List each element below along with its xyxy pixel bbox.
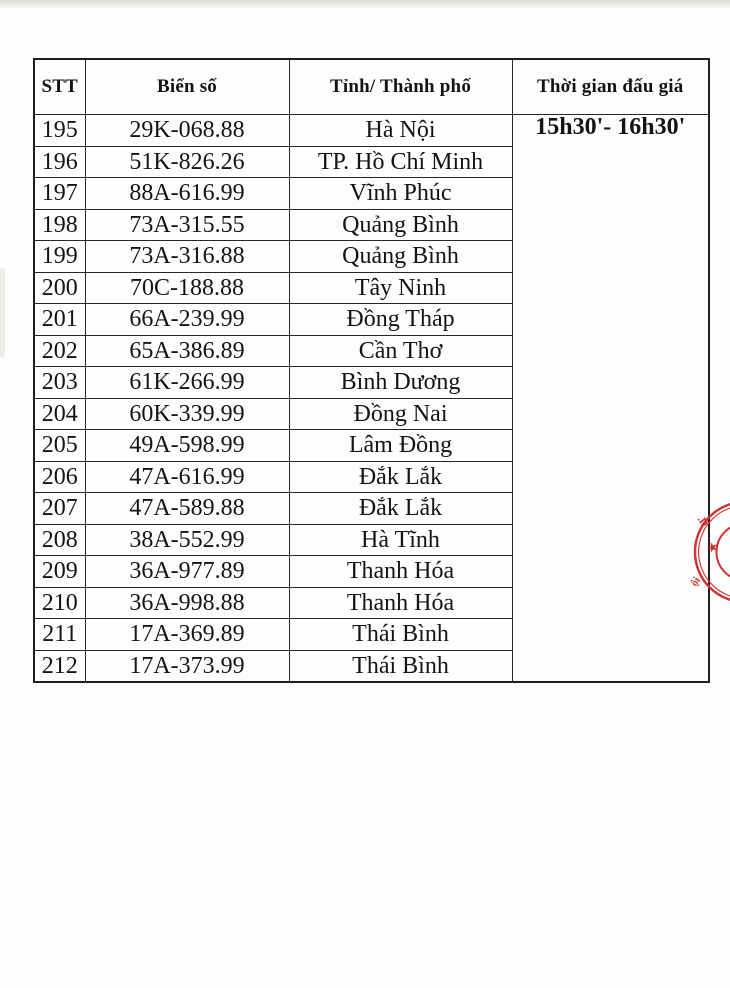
cell-plate-number: 17A-373.99 (84, 649, 290, 682)
cell-stt: 209 (33, 555, 86, 588)
cell-plate-number: 17A-369.89 (84, 618, 290, 651)
table-row: 208 38A-552.99 Hà Tĩnh (33, 523, 709, 556)
table-body: 195 29K-068.88 Hà Nội 15h30'- 16h30' 196… (33, 114, 710, 682)
cell-stt: 210 (33, 586, 86, 619)
table-row: 211 17A-369.89 Thái Bình (33, 618, 709, 651)
cell-auction-time: 15h30'- 16h30' (511, 114, 710, 682)
cell-province: Hà Tĩnh (288, 523, 513, 556)
scan-smudge (0, 268, 5, 358)
scan-edge-artifact (0, 0, 730, 9)
cell-plate-number: 51K-826.26 (84, 145, 290, 178)
cell-province: Đắk Lắk (288, 492, 513, 525)
table-header-row: STT Biển số Tỉnh/ Thành phố Thời gian đấ… (33, 58, 710, 115)
cell-province: Thái Bình (288, 618, 513, 651)
cell-stt: 200 (33, 271, 86, 304)
table-row: 206 47A-616.99 Đắk Lắk (33, 460, 709, 493)
table-row: 196 51K-826.26 TP. Hồ Chí Minh (33, 145, 709, 178)
table-row: 204 60K-339.99 Đồng Nai (33, 397, 709, 430)
cell-plate-number: 88A-616.99 (84, 177, 290, 210)
cell-province: Lâm Đồng (288, 429, 513, 462)
cell-plate-number: 47A-616.99 (84, 460, 290, 493)
cell-stt: 205 (33, 429, 86, 462)
table-row: 200 70C-188.88 Tây Ninh (33, 271, 709, 304)
cell-plate-number: 47A-589.88 (84, 492, 290, 525)
cell-stt: 208 (33, 523, 86, 556)
table-row: 202 65A-386.89 Cần Thơ (33, 334, 709, 367)
cell-stt: 206 (33, 460, 86, 493)
cell-province: Quảng Bình (288, 208, 513, 241)
table-row: 197 88A-616.99 Vĩnh Phúc (33, 177, 709, 210)
table-row: 210 36A-998.88 Thanh Hóa (33, 586, 709, 619)
table-row: 199 73A-316.88 Quảng Bình (33, 240, 709, 273)
cell-plate-number: 38A-552.99 (84, 523, 290, 556)
official-seal: .D ội (688, 503, 730, 601)
cell-stt: 211 (33, 618, 86, 651)
table-row: 201 66A-239.99 Đồng Tháp (33, 303, 709, 336)
header-plate-number: Biển số (84, 58, 290, 115)
cell-plate-number: 73A-316.88 (84, 240, 290, 273)
seal-text-top: .D (695, 513, 711, 529)
table-row: 195 29K-068.88 Hà Nội 15h30'- 16h30' (33, 114, 710, 682)
cell-stt: 203 (33, 366, 86, 399)
cell-province: Cần Thơ (288, 334, 513, 367)
cell-plate-number: 65A-386.89 (84, 334, 290, 367)
cell-province: Tây Ninh (288, 271, 513, 304)
cell-plate-number: 36A-977.89 (84, 555, 290, 588)
cell-stt: 212 (33, 649, 86, 682)
cell-plate-number: 61K-266.99 (84, 366, 290, 399)
cell-plate-number: 66A-239.99 (84, 303, 290, 336)
cell-province: Hà Nội (288, 114, 513, 147)
cell-plate-number: 60K-339.99 (84, 397, 290, 430)
header-province: Tỉnh/ Thành phố (288, 58, 513, 115)
cell-province: TP. Hồ Chí Minh (288, 145, 513, 178)
cell-province: Đồng Tháp (288, 303, 513, 336)
seal-inner-ring (715, 526, 730, 578)
table-row: 203 61K-266.99 Bình Dương (33, 366, 709, 399)
cell-stt: 199 (33, 240, 86, 273)
cell-plate-number: 70C-188.88 (84, 271, 290, 304)
seal-middle-ring (698, 507, 730, 597)
cell-plate-number: 73A-315.55 (84, 208, 290, 241)
cell-plate-number: 29K-068.88 (84, 114, 290, 147)
cell-stt: 202 (33, 334, 86, 367)
cell-province: Thanh Hóa (288, 555, 513, 588)
cell-province: Vĩnh Phúc (288, 177, 513, 210)
cell-plate-number: 36A-998.88 (84, 586, 290, 619)
auction-schedule-table: STT Biển số Tỉnh/ Thành phố Thời gian đấ… (33, 58, 710, 683)
cell-province: Quảng Bình (288, 240, 513, 273)
cell-stt: 196 (33, 145, 86, 178)
cell-province: Thái Bình (288, 649, 513, 682)
seal-star-icon (707, 542, 717, 553)
cell-stt: 197 (33, 177, 86, 210)
cell-stt: 201 (33, 303, 86, 336)
cell-province: Đắk Lắk (288, 460, 513, 493)
table-row: 212 17A-373.99 Thái Bình (33, 649, 709, 682)
table-row: 198 73A-315.55 Quảng Bình (33, 208, 709, 241)
header-stt: STT (33, 58, 86, 115)
cell-stt: 195 (33, 114, 86, 147)
cell-province: Thanh Hóa (288, 586, 513, 619)
cell-province: Đồng Nai (288, 397, 513, 430)
cell-stt: 207 (33, 492, 86, 525)
cell-province: Bình Dương (288, 366, 513, 399)
table-row: 205 49A-598.99 Lâm Đồng (33, 429, 709, 462)
seal-outer-ring (693, 503, 730, 601)
header-auction-time: Thời gian đấu giá (511, 58, 710, 115)
cell-stt: 198 (33, 208, 86, 241)
cell-plate-number: 49A-598.99 (84, 429, 290, 462)
cell-stt: 204 (33, 397, 86, 430)
